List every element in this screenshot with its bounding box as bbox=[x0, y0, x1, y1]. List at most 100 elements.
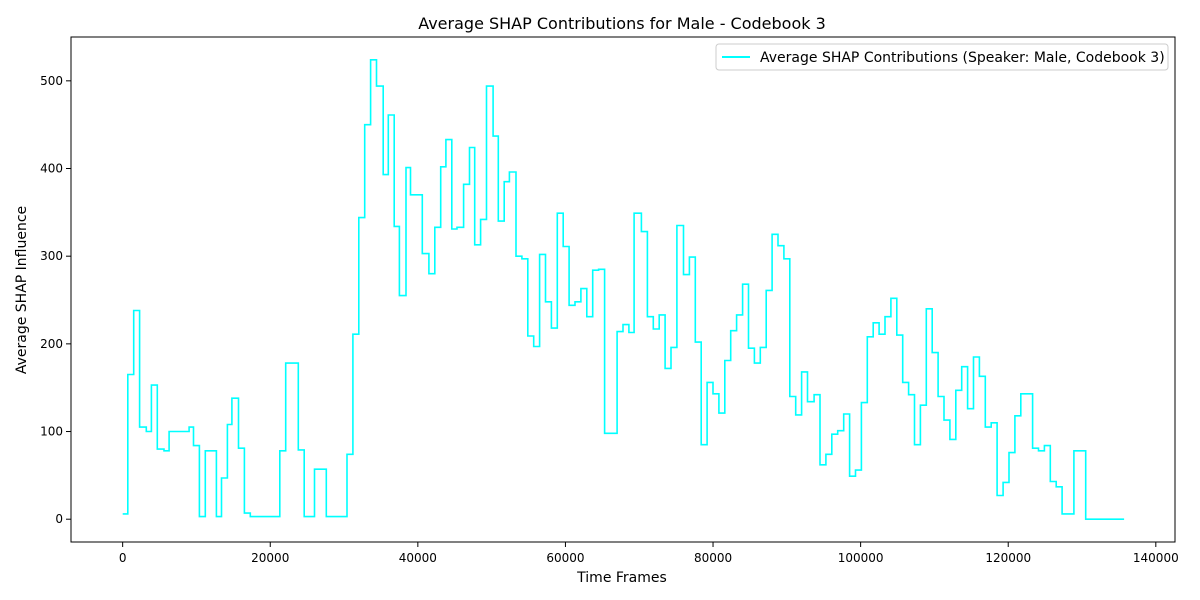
data-point bbox=[920, 405, 921, 406]
data-point bbox=[422, 253, 423, 254]
x-axis-label: Time Frames bbox=[576, 570, 667, 586]
data-point bbox=[545, 301, 546, 302]
data-point bbox=[563, 246, 564, 247]
data-point bbox=[205, 450, 206, 451]
data-point bbox=[926, 308, 927, 309]
data-point bbox=[914, 444, 915, 445]
data-point bbox=[434, 227, 435, 228]
data-point bbox=[231, 398, 232, 399]
data-point bbox=[598, 269, 599, 270]
data-point bbox=[370, 59, 371, 60]
legend: Average SHAP Contributions (Speaker: Mal… bbox=[715, 43, 1169, 71]
data-point bbox=[1062, 513, 1063, 514]
data-point bbox=[1014, 415, 1015, 416]
data-point bbox=[410, 194, 411, 195]
data-point bbox=[352, 334, 353, 335]
chart-title: Average SHAP Contributions for Male - Co… bbox=[418, 14, 826, 33]
data-point bbox=[1032, 448, 1033, 449]
x-tick-label: 120000 bbox=[985, 551, 1031, 565]
data-point bbox=[127, 374, 128, 375]
data-point bbox=[772, 234, 773, 235]
x-tick-label: 60000 bbox=[546, 551, 584, 565]
y-tick-label: 500 bbox=[40, 74, 63, 88]
data-point bbox=[837, 430, 838, 431]
data-point bbox=[724, 360, 725, 361]
data-point bbox=[358, 217, 359, 218]
data-point bbox=[480, 219, 481, 220]
y-tick-label: 0 bbox=[55, 512, 63, 526]
data-point bbox=[617, 331, 618, 332]
y-tick-label: 300 bbox=[40, 249, 63, 263]
data-point bbox=[754, 363, 755, 364]
x-axis: 0 20000 40000 60000 80000 100000 120000 140000 bbox=[119, 542, 1179, 565]
data-point bbox=[985, 427, 986, 428]
data-point bbox=[139, 427, 140, 428]
data-point bbox=[896, 335, 897, 336]
data-point bbox=[346, 454, 347, 455]
data-point bbox=[592, 270, 593, 271]
data-point bbox=[967, 408, 968, 409]
data-point bbox=[474, 244, 475, 245]
data-point bbox=[819, 464, 820, 465]
data-point bbox=[777, 245, 778, 246]
data-point bbox=[783, 258, 784, 259]
data-point bbox=[451, 228, 452, 229]
data-point bbox=[628, 332, 629, 333]
data-point bbox=[1050, 481, 1051, 482]
data-point bbox=[527, 335, 528, 336]
data-point bbox=[979, 376, 980, 377]
series-line bbox=[122, 59, 1125, 520]
data-point bbox=[1073, 450, 1074, 451]
data-point bbox=[157, 449, 158, 450]
data-point bbox=[193, 445, 194, 446]
data-point bbox=[533, 346, 534, 347]
data-point bbox=[189, 427, 190, 428]
data-point bbox=[326, 516, 327, 517]
data-point bbox=[388, 114, 389, 115]
data-point bbox=[902, 382, 903, 383]
data-point bbox=[695, 342, 696, 343]
data-point bbox=[250, 516, 251, 517]
data-point bbox=[707, 382, 708, 383]
data-point bbox=[718, 413, 719, 414]
data-point bbox=[861, 402, 862, 403]
y-tick-label: 400 bbox=[40, 162, 63, 176]
series-layer bbox=[122, 59, 1125, 520]
data-point bbox=[1044, 445, 1045, 446]
data-point bbox=[227, 424, 228, 425]
plot-area: 0 20000 40000 60000 80000 100000 120000 140000 … bbox=[40, 36, 1179, 565]
data-point bbox=[469, 147, 470, 148]
plot-frame bbox=[70, 36, 1176, 543]
data-point bbox=[659, 314, 660, 315]
x-tick-label: 140000 bbox=[1133, 551, 1179, 565]
data-point bbox=[855, 470, 856, 471]
data-point bbox=[146, 431, 147, 432]
x-tick-label: 0 bbox=[119, 551, 127, 565]
data-point bbox=[908, 394, 909, 395]
data-point bbox=[701, 444, 702, 445]
data-point bbox=[879, 334, 880, 335]
data-point bbox=[586, 316, 587, 317]
data-point bbox=[199, 516, 200, 517]
data-point bbox=[807, 401, 808, 402]
data-point bbox=[736, 314, 737, 315]
data-point bbox=[973, 356, 974, 357]
legend-box bbox=[715, 43, 1169, 71]
data-point bbox=[712, 393, 713, 394]
data-point bbox=[604, 433, 605, 434]
data-point bbox=[521, 258, 522, 259]
data-point bbox=[825, 454, 826, 455]
data-point bbox=[890, 298, 891, 299]
x-tick-label: 80000 bbox=[694, 551, 732, 565]
data-point bbox=[760, 347, 761, 348]
data-point bbox=[1085, 519, 1086, 520]
data-point bbox=[298, 449, 299, 450]
data-point bbox=[574, 301, 575, 302]
data-point bbox=[169, 431, 170, 432]
data-point bbox=[151, 385, 152, 386]
data-point bbox=[843, 413, 844, 414]
y-axis: 0 100 200 300 400 500 bbox=[40, 74, 71, 526]
data-point bbox=[766, 290, 767, 291]
data-point bbox=[569, 305, 570, 306]
data-point bbox=[961, 366, 962, 367]
